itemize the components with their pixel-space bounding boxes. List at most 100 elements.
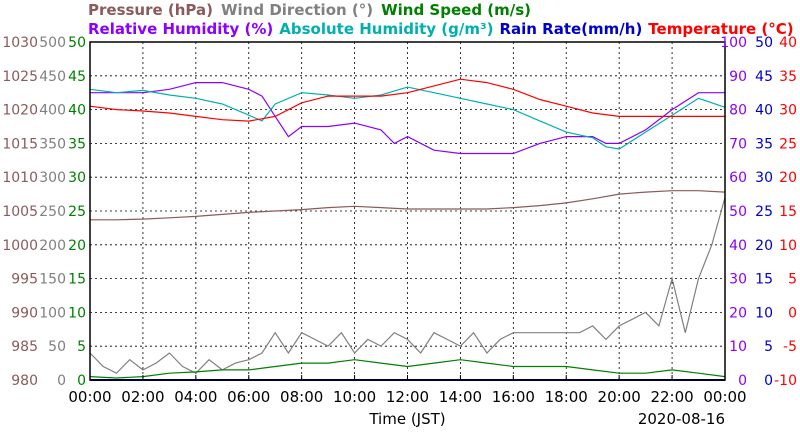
y-tick-label: 40 xyxy=(729,238,747,254)
y-tick-label: 70 xyxy=(729,136,747,152)
legend-row-2: Relative Humidity (%) Absolute Humidity (… xyxy=(88,20,800,38)
y-tick-label: 40 xyxy=(755,103,773,119)
y-tick-label: 15 xyxy=(68,272,86,288)
y-tick-label: 1010 xyxy=(2,170,38,186)
y-tick-label: 90 xyxy=(729,69,747,85)
y-tick-label: 30 xyxy=(779,103,797,119)
series-line xyxy=(89,86,726,150)
y-tick-label: 1020 xyxy=(2,103,38,119)
x-tick-label: 00:00 xyxy=(68,388,111,406)
y-tick-label: 10 xyxy=(779,238,797,254)
legend-item: Wind Speed (m/s) xyxy=(381,1,531,19)
chart-series xyxy=(89,78,726,381)
legend-row-1: Pressure (hPa) Wind Direction (°) Wind Spe… xyxy=(88,1,531,19)
date-label: 2020-08-16 xyxy=(638,410,725,428)
y-tick-label: 60 xyxy=(729,170,747,186)
x-tick-label: 06:00 xyxy=(227,388,270,406)
y-tick-label: 35 xyxy=(68,136,86,152)
x-tick-label: 18:00 xyxy=(545,388,588,406)
x-tick-label: 02:00 xyxy=(121,388,164,406)
x-tick-label: 12:00 xyxy=(386,388,429,406)
y-tick-label: 30 xyxy=(729,272,747,288)
y-tick-label: 0 xyxy=(57,373,66,389)
y-tick-label: 35 xyxy=(755,136,773,152)
series-line xyxy=(89,78,725,122)
y-tick-label: 45 xyxy=(755,69,773,85)
y-tick-label: 25 xyxy=(68,204,86,220)
legend: Pressure (hPa) Wind Direction (°) Wind Spe… xyxy=(88,1,800,38)
y-tick-label: 1030 xyxy=(2,35,38,51)
y-tick-label: 10 xyxy=(755,305,773,321)
y-tick-label: 35 xyxy=(779,69,797,85)
y-tick-label: -5 xyxy=(783,339,797,355)
left-axes: 1030102510201015101010051000995990985980… xyxy=(2,35,86,389)
y-tick-label: 25 xyxy=(779,136,797,152)
x-tick-label: 16:00 xyxy=(492,388,535,406)
y-tick-label: 400 xyxy=(39,103,66,119)
y-tick-label: 1005 xyxy=(2,204,38,220)
y-tick-label: 0 xyxy=(764,373,773,389)
x-tick-label: 22:00 xyxy=(650,388,693,406)
y-tick-label: 1000 xyxy=(2,238,38,254)
y-tick-label: 30 xyxy=(68,170,86,186)
y-tick-label: 15 xyxy=(755,272,773,288)
y-tick-label: 985 xyxy=(11,339,38,355)
y-tick-label: 80 xyxy=(729,103,747,119)
y-tick-label: 0 xyxy=(788,305,797,321)
y-tick-label: 1015 xyxy=(2,136,38,152)
y-tick-label: 100 xyxy=(720,35,747,51)
y-tick-label: -10 xyxy=(774,373,797,389)
y-tick-label: 20 xyxy=(68,238,86,254)
y-tick-label: 350 xyxy=(39,136,66,152)
y-tick-label: 15 xyxy=(779,204,797,220)
x-tick-label: 04:00 xyxy=(174,388,217,406)
x-tick-label: 00:00 xyxy=(703,388,746,406)
y-tick-label: 980 xyxy=(11,373,38,389)
y-tick-label: 5 xyxy=(77,339,86,355)
legend-item: Absolute Humidity (g/m³) xyxy=(279,20,493,38)
y-tick-label: 300 xyxy=(39,170,66,186)
legend-item: Relative Humidity (%) xyxy=(88,20,273,38)
legend-item: Wind Direction (°) xyxy=(221,1,373,19)
y-tick-label: 50 xyxy=(48,339,66,355)
y-tick-label: 10 xyxy=(68,305,86,321)
y-tick-label: 990 xyxy=(11,305,38,321)
y-tick-label: 995 xyxy=(11,272,38,288)
y-tick-label: 200 xyxy=(39,238,66,254)
series-line xyxy=(90,190,726,221)
series-line xyxy=(89,359,726,379)
x-tick-label: 10:00 xyxy=(333,388,376,406)
x-tick-label: 20:00 xyxy=(598,388,641,406)
y-tick-label: 100 xyxy=(39,305,66,321)
series-line xyxy=(90,81,725,155)
y-tick-label: 20 xyxy=(755,238,773,254)
y-tick-label: 150 xyxy=(39,272,66,288)
y-tick-label: 0 xyxy=(77,373,86,389)
y-tick-label: 500 xyxy=(39,35,66,51)
y-tick-label: 25 xyxy=(755,204,773,220)
y-tick-label: 50 xyxy=(68,35,86,51)
y-tick-label: 45 xyxy=(68,69,86,85)
y-tick-label: 450 xyxy=(39,69,66,85)
y-tick-label: 50 xyxy=(755,35,773,51)
y-tick-label: 1025 xyxy=(2,69,38,85)
y-tick-label: 0 xyxy=(738,373,747,389)
y-tick-label: 10 xyxy=(729,339,747,355)
legend-item: Pressure (hPa) xyxy=(88,1,213,19)
y-tick-label: 5 xyxy=(764,339,773,355)
x-axis-label: Time (JST) xyxy=(368,410,445,428)
y-tick-label: 5 xyxy=(788,272,797,288)
y-tick-label: 50 xyxy=(729,204,747,220)
x-axis: 00:00 02:00 04:00 06:00 08:00 10:00 12:00 14:00… xyxy=(68,375,747,406)
chart-grid xyxy=(90,42,725,380)
y-tick-label: 250 xyxy=(39,204,66,220)
x-tick-label: 08:00 xyxy=(280,388,323,406)
legend-item: Rain Rate(mm/h) xyxy=(499,20,642,38)
series-line xyxy=(89,197,726,374)
y-tick-label: 40 xyxy=(779,35,797,51)
y-tick-label: 20 xyxy=(779,170,797,186)
legend-item: Temperature (°C) xyxy=(648,20,793,38)
y-tick-label: 40 xyxy=(68,103,86,119)
x-tick-label: 14:00 xyxy=(439,388,482,406)
